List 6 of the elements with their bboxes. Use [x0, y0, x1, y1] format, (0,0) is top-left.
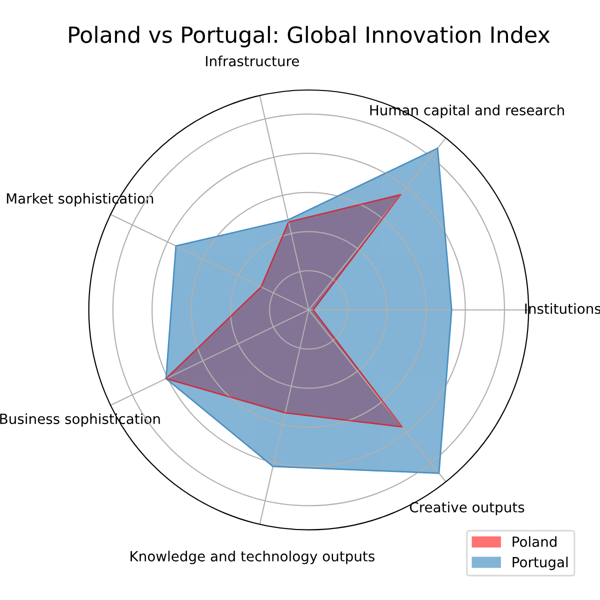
chart-title: Poland vs Portugal: Global Innovation Index — [69, 26, 550, 48]
spoke-label: Infrastructure — [206, 56, 299, 66]
spoke-label: Knowledge and technology outputs — [130, 550, 374, 564]
spoke-label: Creative outputs — [410, 502, 524, 516]
legend-label: Portugal — [512, 556, 568, 570]
legend-label: Poland — [512, 536, 556, 547]
